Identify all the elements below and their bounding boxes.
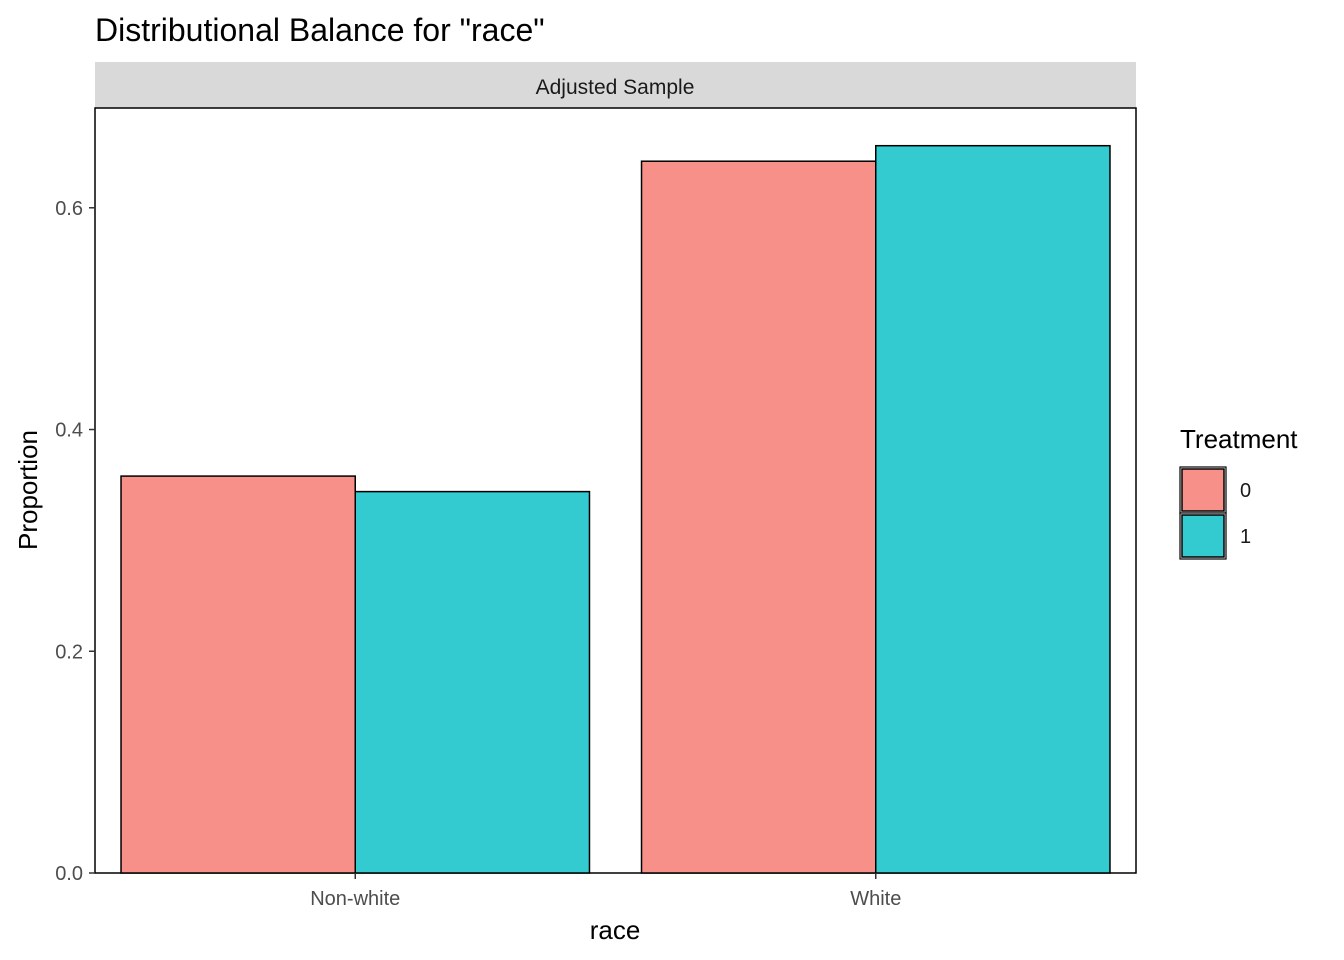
- bar-white-treatment-1: [875, 144, 1111, 874]
- y-tick-label: 0.2: [55, 641, 83, 663]
- legend: 01: [1179, 466, 1251, 560]
- legend-title: Treatment: [1180, 424, 1298, 454]
- bar-non-white-treatment-0: [120, 475, 357, 874]
- chart-title: Distributional Balance for "race": [95, 12, 545, 48]
- x-tick-label: White: [850, 888, 901, 910]
- legend-label: 0: [1240, 480, 1251, 502]
- bar-non-white-treatment-1: [354, 490, 591, 874]
- facet-strip-label: Adjusted Sample: [536, 76, 695, 99]
- legend-label: 1: [1240, 526, 1251, 548]
- x-axis-title: race: [590, 915, 641, 945]
- y-axis-title: Proportion: [13, 430, 43, 550]
- legend-key-swatch: [1181, 514, 1225, 558]
- x-tick-label: Non-white: [310, 888, 400, 910]
- y-tick-label: 0.4: [55, 420, 83, 442]
- facet-strip: [95, 62, 1136, 108]
- bar-white-treatment-0: [640, 160, 877, 874]
- legend-key-swatch: [1181, 468, 1225, 512]
- x-axis: Non-white White: [310, 873, 901, 910]
- y-tick-label: 0.0: [55, 863, 83, 885]
- y-tick-label: 0.6: [55, 198, 83, 220]
- bars-layer: [120, 144, 1111, 874]
- y-axis: 0.0 0.2 0.4 0.6: [55, 198, 95, 885]
